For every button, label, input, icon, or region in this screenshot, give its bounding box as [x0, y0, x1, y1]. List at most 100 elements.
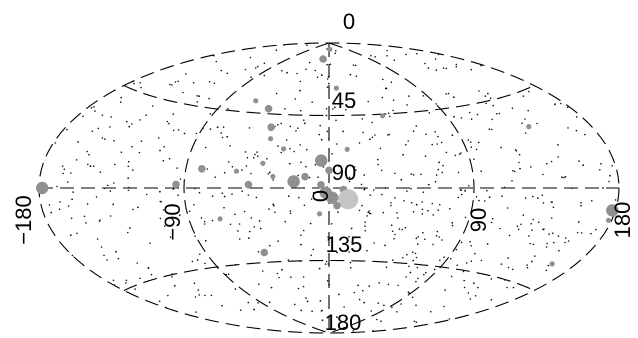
faint-source-point: [530, 222, 532, 225]
faint-source-point: [103, 187, 106, 190]
faint-source-point: [492, 217, 494, 220]
faint-source-point: [472, 282, 475, 285]
faint-source-point: [437, 209, 440, 211]
faint-source-point: [278, 276, 280, 279]
faint-source-point: [343, 306, 345, 308]
faint-source-point: [128, 160, 130, 163]
faint-source-point: [168, 157, 171, 160]
faint-source-point: [609, 174, 611, 177]
faint-source-point: [452, 96, 455, 99]
faint-source-point: [357, 284, 359, 287]
faint-source-point: [381, 96, 384, 99]
faint-source-point: [571, 187, 574, 189]
faint-source-point: [580, 204, 582, 207]
faint-source-point: [511, 107, 514, 109]
bright-source-point: [253, 98, 259, 104]
faint-source-point: [193, 187, 196, 190]
faint-source-point: [451, 222, 454, 224]
faint-source-point: [325, 108, 328, 110]
faint-source-point: [545, 246, 548, 248]
faint-source-point: [390, 202, 392, 204]
faint-source-point: [456, 264, 459, 267]
faint-source-point: [120, 96, 122, 99]
faint-source-point: [316, 76, 319, 79]
faint-source-point: [197, 289, 200, 291]
faint-source-point: [469, 240, 471, 243]
faint-source-point: [403, 200, 405, 202]
faint-source-point: [469, 298, 472, 300]
faint-source-point: [90, 106, 93, 109]
faint-source-point: [66, 181, 69, 183]
faint-source-point: [354, 64, 357, 67]
faint-source-point: [217, 267, 219, 269]
faint-source-point: [546, 242, 548, 245]
faint-source-point: [438, 161, 440, 164]
faint-source-point: [263, 74, 266, 77]
faint-source-point: [305, 165, 307, 168]
faint-source-point: [120, 151, 123, 153]
faint-source-point: [580, 202, 582, 204]
faint-source-point: [165, 306, 167, 309]
faint-source-point: [441, 239, 443, 241]
faint-source-point: [385, 266, 388, 269]
faint-source-point: [63, 168, 66, 171]
faint-source-point: [188, 210, 191, 213]
faint-source-point: [246, 157, 249, 159]
faint-source-point: [437, 53, 440, 56]
faint-source-point: [394, 172, 396, 175]
faint-source-point: [382, 78, 384, 81]
faint-source-point: [537, 221, 540, 223]
faint-source-point: [302, 229, 305, 232]
faint-source-point: [163, 145, 165, 148]
faint-source-point: [348, 180, 351, 183]
faint-source-point: [147, 267, 150, 270]
faint-source-point: [563, 176, 565, 179]
faint-source-point: [221, 136, 224, 139]
faint-source-point: [167, 294, 169, 297]
faint-source-point: [580, 232, 583, 234]
faint-source-point: [508, 234, 511, 237]
faint-source-point: [406, 253, 408, 256]
faint-source-point: [511, 268, 514, 271]
faint-source-point: [353, 291, 356, 294]
faint-source-point: [281, 70, 283, 72]
faint-source-point: [299, 144, 302, 146]
faint-source-point: [519, 167, 521, 170]
bright-source-point: [233, 168, 240, 174]
faint-source-point: [489, 97, 492, 99]
faint-source-point: [412, 211, 415, 213]
bright-source-point: [268, 136, 274, 142]
faint-source-point: [140, 140, 143, 142]
faint-source-point: [71, 198, 73, 201]
faint-source-point: [195, 132, 198, 135]
faint-source-point: [338, 165, 340, 168]
faint-source-point: [206, 168, 209, 170]
faint-source-point: [614, 199, 617, 201]
bright-source-point: [36, 181, 49, 195]
faint-source-point: [396, 311, 398, 313]
faint-source-point: [253, 226, 256, 228]
faint-source-point: [421, 201, 424, 203]
faint-source-point: [467, 139, 470, 141]
faint-source-point: [417, 277, 419, 280]
faint-source-point: [56, 185, 58, 188]
faint-source-point: [215, 60, 218, 63]
faint-source-point: [470, 118, 473, 120]
faint-source-point: [247, 194, 250, 196]
lon-tick-label: −180: [11, 195, 36, 245]
faint-source-point: [294, 303, 296, 306]
faint-source-point: [374, 134, 376, 136]
faint-source-point: [475, 148, 478, 151]
faint-source-point: [575, 129, 578, 132]
faint-source-point: [385, 66, 388, 69]
faint-source-point: [257, 155, 259, 157]
faint-source-point: [405, 276, 407, 278]
faint-source-point: [254, 153, 256, 156]
faint-source-point: [434, 180, 437, 183]
faint-source-point: [69, 234, 72, 237]
faint-source-point: [387, 134, 389, 136]
faint-source-point: [243, 210, 246, 213]
bright-source-point: [172, 180, 180, 189]
faint-source-point: [310, 198, 313, 200]
faint-source-point: [255, 196, 258, 199]
